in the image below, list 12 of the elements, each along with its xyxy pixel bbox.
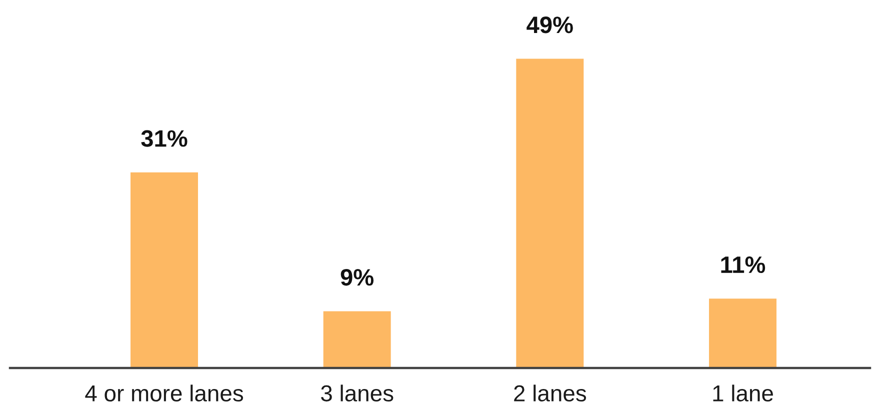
data-label: 11% (721, 256, 766, 274)
data-label: 49% (526, 16, 573, 34)
x-tick-label: 1 lane (713, 384, 773, 402)
data-label: 31% (141, 130, 188, 147)
bar (130, 172, 198, 368)
x-tick-label: 3 lanes (321, 384, 394, 402)
bar (516, 58, 584, 368)
bar (323, 311, 391, 368)
data-label: 9% (340, 268, 374, 286)
x-tick-label: 4 or more lanes (85, 384, 244, 402)
x-tick-label: 2 lanes (514, 384, 586, 402)
bar (708, 298, 776, 368)
